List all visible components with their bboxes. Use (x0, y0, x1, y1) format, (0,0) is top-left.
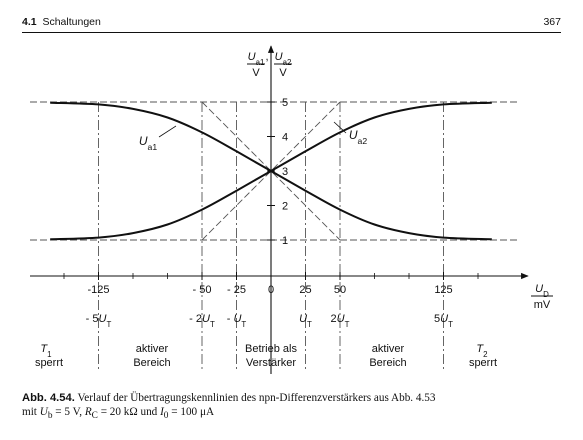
region-t2-state: sperrt (469, 357, 497, 369)
region-left-active-line1: aktiver (136, 343, 169, 355)
curve-ua2 (50, 101, 492, 241)
page-number: 367 (543, 16, 561, 28)
curve-label-ua2: Ua2 (349, 128, 367, 146)
region-t2-name: T2 (476, 343, 487, 359)
y-tick-label-2: 2 (282, 201, 288, 213)
x-axis-label-numerator: UD (535, 283, 549, 299)
figure-caption: Abb. 4.54. Verlauf der Übertragungskennl… (22, 392, 561, 423)
x-tick-label--50: - 50 (193, 284, 212, 296)
header-rule (22, 32, 561, 33)
x-tick-label--125: -125 (87, 284, 109, 296)
region-left-active-line2: Bereich (133, 357, 170, 369)
ut-label: - 2UT (189, 313, 215, 329)
y-axis-label-numerator-2: Ua2 (275, 51, 292, 67)
tangent-rising (201, 101, 341, 241)
caption-line-1: Verlauf der Übertragungskennlinien des n… (77, 392, 436, 404)
x-tick-label-25: 25 (299, 284, 311, 296)
axes (30, 45, 529, 374)
y-tick-label-1: 1 (282, 235, 288, 247)
section-heading: 4.1 Schaltungen (22, 16, 101, 28)
section-number: 4.1 (22, 16, 37, 28)
y-axis-label-numerator-1: Ua1 (248, 51, 265, 67)
ut-label: UT (299, 313, 312, 329)
region-right-active-line2: Bereich (369, 357, 406, 369)
region-amplifier-line2: Verstärker (246, 357, 296, 369)
curve-label-ua1: Ua1 (139, 134, 157, 152)
labels: 1 2 3 4 5 -125 - 50 - 25 0 25 50 125 - 5UT - 2UT - UT U… (35, 51, 553, 369)
y-tick-label-5: 5 (282, 97, 288, 109)
ut-label: 2UT (331, 313, 350, 329)
x-tick-label-0: 0 (268, 284, 274, 296)
tangent-falling (201, 101, 341, 241)
ut-label: 5UT (434, 313, 453, 329)
page-header: 4.1 Schaltungen 367 (22, 16, 561, 32)
x-tick-label--25: - 25 (227, 284, 246, 296)
region-t1-state: sperrt (35, 357, 63, 369)
ut-label: - UT (227, 313, 247, 329)
ut-label: - 5UT (86, 313, 112, 329)
region-t1-name: T1 (40, 343, 52, 359)
y-axis-label-comma: , (265, 51, 268, 63)
y-axis-label-unit-2: V (279, 67, 287, 79)
curves (50, 101, 492, 241)
y-tick-label-4: 4 (282, 132, 288, 144)
region-right-active-line1: aktiver (372, 343, 405, 355)
region-amplifier-line1: Betrieb als (245, 343, 297, 355)
x-tick-label-125: 125 (434, 284, 452, 296)
section-title: Schaltungen (42, 16, 101, 28)
y-tick-label-3: 3 (282, 166, 288, 178)
caption-label: Abb. 4.54. (22, 392, 75, 404)
x-axis-label-unit: mV (534, 299, 551, 311)
x-tick-label-50: 50 (334, 284, 346, 296)
y-axis-label-unit-1: V (252, 67, 260, 79)
transfer-characteristic-figure: 1 2 3 4 5 -125 - 50 - 25 0 25 50 125 - 5UT - 2UT - UT U… (30, 45, 553, 374)
caption-line-2: mit Ub = 5 V, RC = 20 kΩ und I0 = 100 μA (22, 405, 215, 421)
